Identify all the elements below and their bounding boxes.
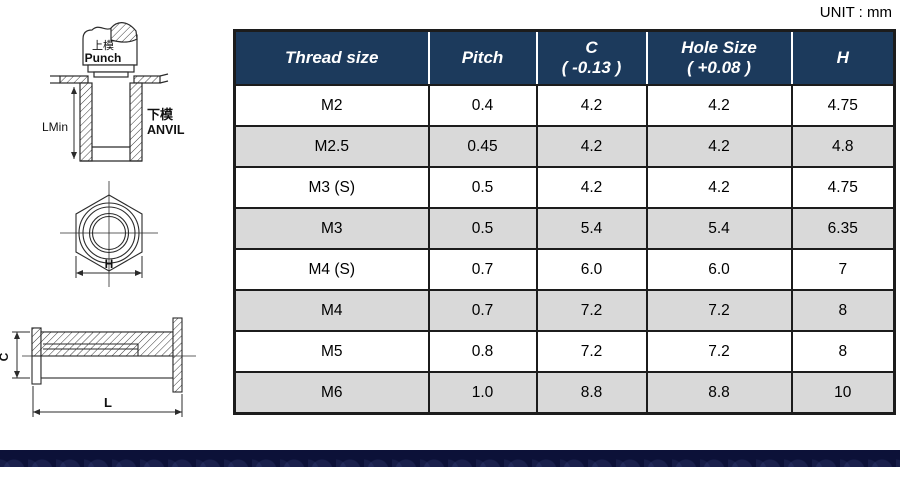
anvil-wall-right bbox=[129, 82, 143, 162]
cell-h: 7 bbox=[790, 248, 896, 291]
cross-section-diagram: C L bbox=[0, 317, 196, 417]
col-header-c: C( -0.13 ) bbox=[535, 30, 647, 86]
cell-h: 4.75 bbox=[790, 166, 896, 209]
cell-c: 8.8 bbox=[535, 371, 648, 415]
spec-table: Thread size Pitch C( -0.13 ) Hole Size( … bbox=[233, 29, 896, 415]
footer-decorative-bar bbox=[0, 450, 900, 467]
cell-hole-size: 4.2 bbox=[645, 84, 793, 127]
h-dimension-label: H bbox=[105, 257, 114, 271]
cell-pitch: 0.5 bbox=[427, 166, 538, 209]
header-label: H bbox=[836, 47, 849, 67]
l-dimension bbox=[32, 386, 183, 417]
cell-hole-size: 7.2 bbox=[645, 330, 793, 373]
punch-label-cn: 上模 bbox=[92, 39, 114, 52]
col-header-hole-size: Hole Size( +0.08 ) bbox=[645, 30, 792, 86]
sheet-left bbox=[59, 75, 89, 84]
table-row: M4 (S) 0.7 6.0 6.0 7 bbox=[233, 248, 896, 291]
h-dimension bbox=[75, 256, 143, 278]
col-header-h: H bbox=[790, 30, 895, 86]
cell-thread-size: M5 bbox=[233, 330, 430, 373]
cell-h: 10 bbox=[790, 371, 896, 415]
cell-thread-size: M3 bbox=[233, 207, 430, 250]
table-row: M4 0.7 7.2 7.2 8 bbox=[233, 289, 896, 332]
hex-top-view-diagram: H bbox=[60, 181, 158, 287]
header-tolerance: ( +0.08 ) bbox=[687, 58, 751, 77]
cell-thread-size: M4 (S) bbox=[233, 248, 430, 291]
table-row: M6 1.0 8.8 8.8 10 bbox=[233, 371, 896, 415]
cell-hole-size: 4.2 bbox=[645, 125, 793, 168]
c-dimension-label: C bbox=[0, 352, 11, 361]
cell-pitch: 0.5 bbox=[427, 207, 538, 250]
lmin-dimension bbox=[71, 87, 77, 159]
punch-anvil-diagram: 上模 Punch LMin 下模 ANVIL bbox=[42, 22, 185, 162]
cell-h: 8 bbox=[790, 330, 896, 373]
l-dimension-label: L bbox=[104, 395, 112, 410]
cell-h: 6.35 bbox=[790, 207, 896, 250]
cell-hole-size: 4.2 bbox=[645, 166, 793, 209]
cell-pitch: 0.7 bbox=[427, 289, 538, 332]
cell-hole-size: 6.0 bbox=[645, 248, 793, 291]
anvil-wall-left bbox=[79, 82, 93, 162]
cell-thread-size: M2.5 bbox=[233, 125, 430, 168]
cell-h: 8 bbox=[790, 289, 896, 332]
table-row: M2.5 0.45 4.2 4.2 4.8 bbox=[233, 125, 896, 168]
cell-c: 4.2 bbox=[535, 84, 648, 127]
nut-shank-top bbox=[93, 71, 129, 78]
cell-c: 4.2 bbox=[535, 125, 648, 168]
table-row: M3 (S) 0.5 4.2 4.2 4.75 bbox=[233, 166, 896, 209]
flange bbox=[172, 317, 183, 393]
cell-c: 7.2 bbox=[535, 289, 648, 332]
cell-pitch: 0.45 bbox=[427, 125, 538, 168]
cell-c: 5.4 bbox=[535, 207, 648, 250]
header-label: Pitch bbox=[461, 47, 504, 67]
col-header-pitch: Pitch bbox=[427, 30, 537, 86]
table-row: M3 0.5 5.4 5.4 6.35 bbox=[233, 207, 896, 250]
centerlines bbox=[60, 181, 158, 287]
cell-hole-size: 5.4 bbox=[645, 207, 793, 250]
cell-h: 4.8 bbox=[790, 125, 896, 168]
cell-pitch: 0.7 bbox=[427, 248, 538, 291]
table-row: M5 0.8 7.2 7.2 8 bbox=[233, 330, 896, 373]
anvil-label-en: ANVIL bbox=[147, 123, 185, 137]
punch-label-en: Punch bbox=[85, 51, 122, 65]
cell-c: 4.2 bbox=[535, 166, 648, 209]
cell-thread-size: M6 bbox=[233, 371, 430, 415]
anvil-label-cn: 下模 bbox=[147, 107, 174, 122]
cell-h: 4.75 bbox=[790, 84, 896, 127]
cell-pitch: 1.0 bbox=[427, 371, 538, 415]
cell-pitch: 0.4 bbox=[427, 84, 538, 127]
header-row: Thread size Pitch C( -0.13 ) Hole Size( … bbox=[234, 30, 895, 86]
sheet-right bbox=[133, 75, 161, 84]
unit-label: UNIT : mm bbox=[819, 4, 892, 21]
lmin-dimension-label: LMin bbox=[42, 120, 68, 134]
cell-hole-size: 7.2 bbox=[645, 289, 793, 332]
header-label: C bbox=[585, 37, 598, 57]
cell-thread-size: M2 bbox=[233, 84, 430, 127]
cell-thread-size: M4 bbox=[233, 289, 430, 332]
header-tolerance: ( -0.13 ) bbox=[561, 58, 622, 77]
header-label: Thread size bbox=[284, 47, 379, 67]
cell-hole-size: 8.8 bbox=[645, 371, 793, 415]
header-label: Hole Size bbox=[681, 37, 757, 57]
cell-thread-size: M3 (S) bbox=[233, 166, 430, 209]
cell-c: 6.0 bbox=[535, 248, 648, 291]
punch-break-hatch bbox=[110, 22, 138, 43]
cell-pitch: 0.8 bbox=[427, 330, 538, 373]
cell-c: 7.2 bbox=[535, 330, 648, 373]
table-row: M2 0.4 4.2 4.2 4.75 bbox=[233, 84, 896, 127]
c-dimension bbox=[12, 331, 30, 379]
col-header-thread-size: Thread size bbox=[234, 30, 429, 86]
technical-drawings: 上模 Punch LMin 下模 ANVIL H bbox=[0, 22, 196, 417]
nut-head bbox=[87, 64, 135, 73]
